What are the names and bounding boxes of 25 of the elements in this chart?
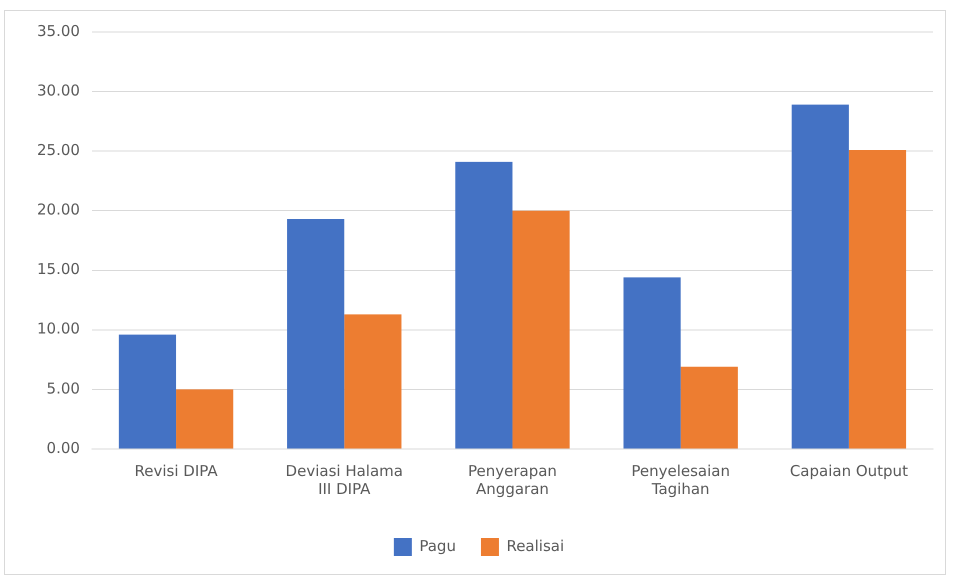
y-tick-label: 20.00 bbox=[36, 200, 80, 219]
bar bbox=[287, 219, 344, 448]
y-tick-label: 0.00 bbox=[46, 438, 80, 457]
y-tick-label: 25.00 bbox=[36, 141, 80, 160]
bar bbox=[176, 389, 234, 448]
y-tick-label: 5.00 bbox=[46, 379, 80, 398]
bar bbox=[344, 314, 402, 448]
x-tick-label: Revisi DIPA bbox=[134, 462, 218, 480]
bar bbox=[848, 150, 906, 448]
x-tick-label: Penyelesaian Tagihan bbox=[631, 462, 730, 498]
legend-label: Realisai bbox=[506, 536, 564, 555]
bar bbox=[792, 104, 849, 448]
bar bbox=[118, 334, 176, 448]
y-tick-label: 35.00 bbox=[36, 22, 80, 40]
y-tick-label: 30.00 bbox=[36, 81, 80, 100]
x-tick-label: Penyerapan Anggaran bbox=[468, 462, 557, 498]
bar bbox=[680, 366, 738, 448]
x-tick-label: Deviasi Halama III DIPA bbox=[286, 462, 403, 498]
bar bbox=[623, 277, 681, 448]
y-tick-label: 15.00 bbox=[36, 260, 80, 278]
x-tick-label: Capaian Output bbox=[790, 462, 908, 480]
y-tick-label: 10.00 bbox=[36, 320, 80, 338]
bar bbox=[512, 210, 570, 448]
legend-label: Pagu bbox=[419, 536, 456, 555]
bar bbox=[455, 162, 512, 448]
